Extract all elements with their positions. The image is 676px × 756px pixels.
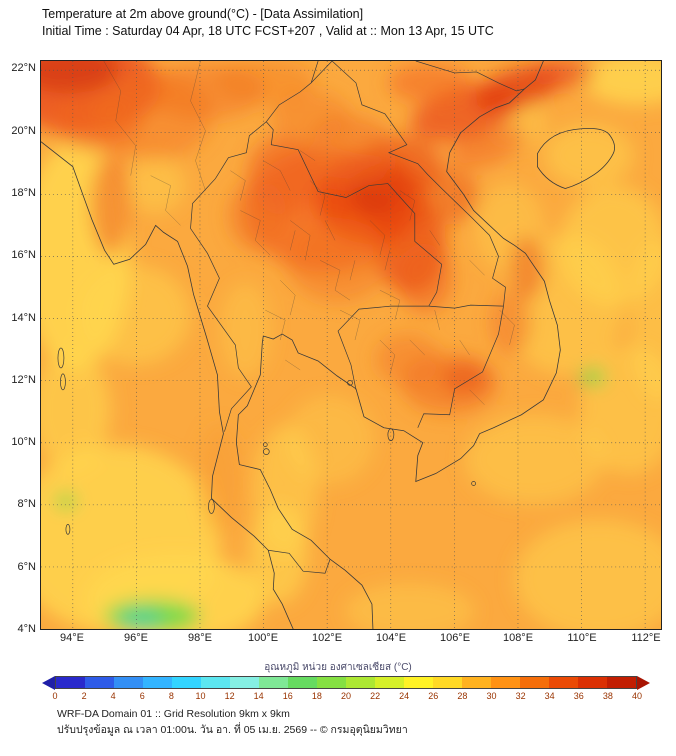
colorbar-tick-label: 36 <box>573 691 584 701</box>
colorbar-ticks: 0 2 4 6 8 10 12 14 16 18 20 22 24 26 28 … <box>52 691 642 703</box>
lon-label: 96°E <box>124 632 148 644</box>
lat-label: 4°N <box>17 623 36 635</box>
colorbar-tick-label: 4 <box>110 691 116 701</box>
colorbar-tick-label: 22 <box>370 691 381 701</box>
lon-label: 102°E <box>311 632 343 644</box>
map-canvas <box>40 60 662 630</box>
lat-label: 20°N <box>11 125 36 137</box>
colorbar-left-arrow <box>42 675 55 690</box>
colorbar-tick-label: 32 <box>515 691 526 701</box>
lat-label: 10°N <box>11 436 36 448</box>
lat-label: 12°N <box>11 374 36 386</box>
colorbar-tick-label: 20 <box>340 691 352 701</box>
hainan-island <box>537 128 616 189</box>
grid-lines <box>41 61 661 629</box>
colorbar-tick-label: 38 <box>602 691 613 701</box>
header: Temperature at 2m above ground(°C) - [Da… <box>42 6 494 40</box>
small-islands <box>57 347 476 535</box>
colorbar-tick-label: 28 <box>457 691 468 701</box>
country-borders <box>190 61 525 574</box>
lon-label: 94°E <box>60 632 84 644</box>
update-copyright-note: ปรับปรุงข้อมูล ณ เวลา 01:00น. วัน อา. ที… <box>57 723 408 736</box>
lat-label: 22°N <box>11 62 36 74</box>
map-subtitle: Initial Time : Saturday 04 Apr, 18 UTC F… <box>42 24 494 38</box>
colorbar-right-arrow <box>637 675 650 690</box>
colorbar-tick-label: 26 <box>428 691 439 701</box>
colorbar-tick-label: 6 <box>139 691 145 701</box>
lon-label: 108°E <box>502 632 534 644</box>
lon-label: 100°E <box>247 632 279 644</box>
footer: WRF-DA Domain 01 :: Grid Resolution 9km … <box>57 707 408 738</box>
colorbar <box>42 675 650 690</box>
lon-label: 110°E <box>567 632 597 644</box>
lat-label: 14°N <box>11 312 36 324</box>
colorbar-tick-label: 18 <box>311 691 322 701</box>
colorbar-tick-label: 14 <box>253 691 264 701</box>
colorbar-tick-label: 24 <box>399 691 410 701</box>
temperature-map <box>41 61 661 629</box>
map-title: Temperature at 2m above ground(°C) - [Da… <box>42 7 364 21</box>
colorbar-tick-label: 30 <box>486 691 497 701</box>
colorbar-gradient <box>55 676 637 689</box>
colorbar-tick-label: 10 <box>195 691 206 701</box>
province-borders <box>103 61 515 405</box>
colorbar-tick-label: 16 <box>282 691 293 701</box>
colorbar-tick-label: 34 <box>544 691 555 701</box>
domain-info: WRF-DA Domain 01 :: Grid Resolution 9km … <box>57 708 290 720</box>
colorbar-tick-label: 0 <box>52 691 58 701</box>
colorbar-tick-label: 40 <box>631 691 643 701</box>
coastline <box>41 61 561 629</box>
lon-label: 98°E <box>188 632 212 644</box>
lat-label: 8°N <box>17 498 36 510</box>
lon-label: 106°E <box>439 632 471 644</box>
lon-label: 112°E <box>631 632 661 644</box>
temperature-field <box>41 61 661 629</box>
colorbar-tick-label: 8 <box>168 691 174 701</box>
lon-label: 104°E <box>375 632 407 644</box>
colorbar-tick-label: 12 <box>224 691 235 701</box>
lat-label: 16°N <box>11 249 36 261</box>
lat-label: 6°N <box>17 561 36 573</box>
colorbar-tick-label: 2 <box>81 691 87 701</box>
lat-label: 18°N <box>11 187 36 199</box>
colorbar-label: อุณหภูมิ หน่วย องศาเซลเซียส (°C) <box>264 662 412 673</box>
